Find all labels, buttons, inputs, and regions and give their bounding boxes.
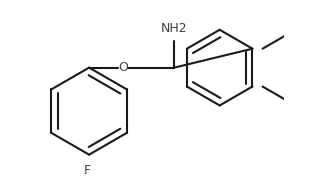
Text: O: O [118, 61, 128, 74]
Text: F: F [84, 164, 91, 177]
Text: NH2: NH2 [161, 22, 187, 36]
